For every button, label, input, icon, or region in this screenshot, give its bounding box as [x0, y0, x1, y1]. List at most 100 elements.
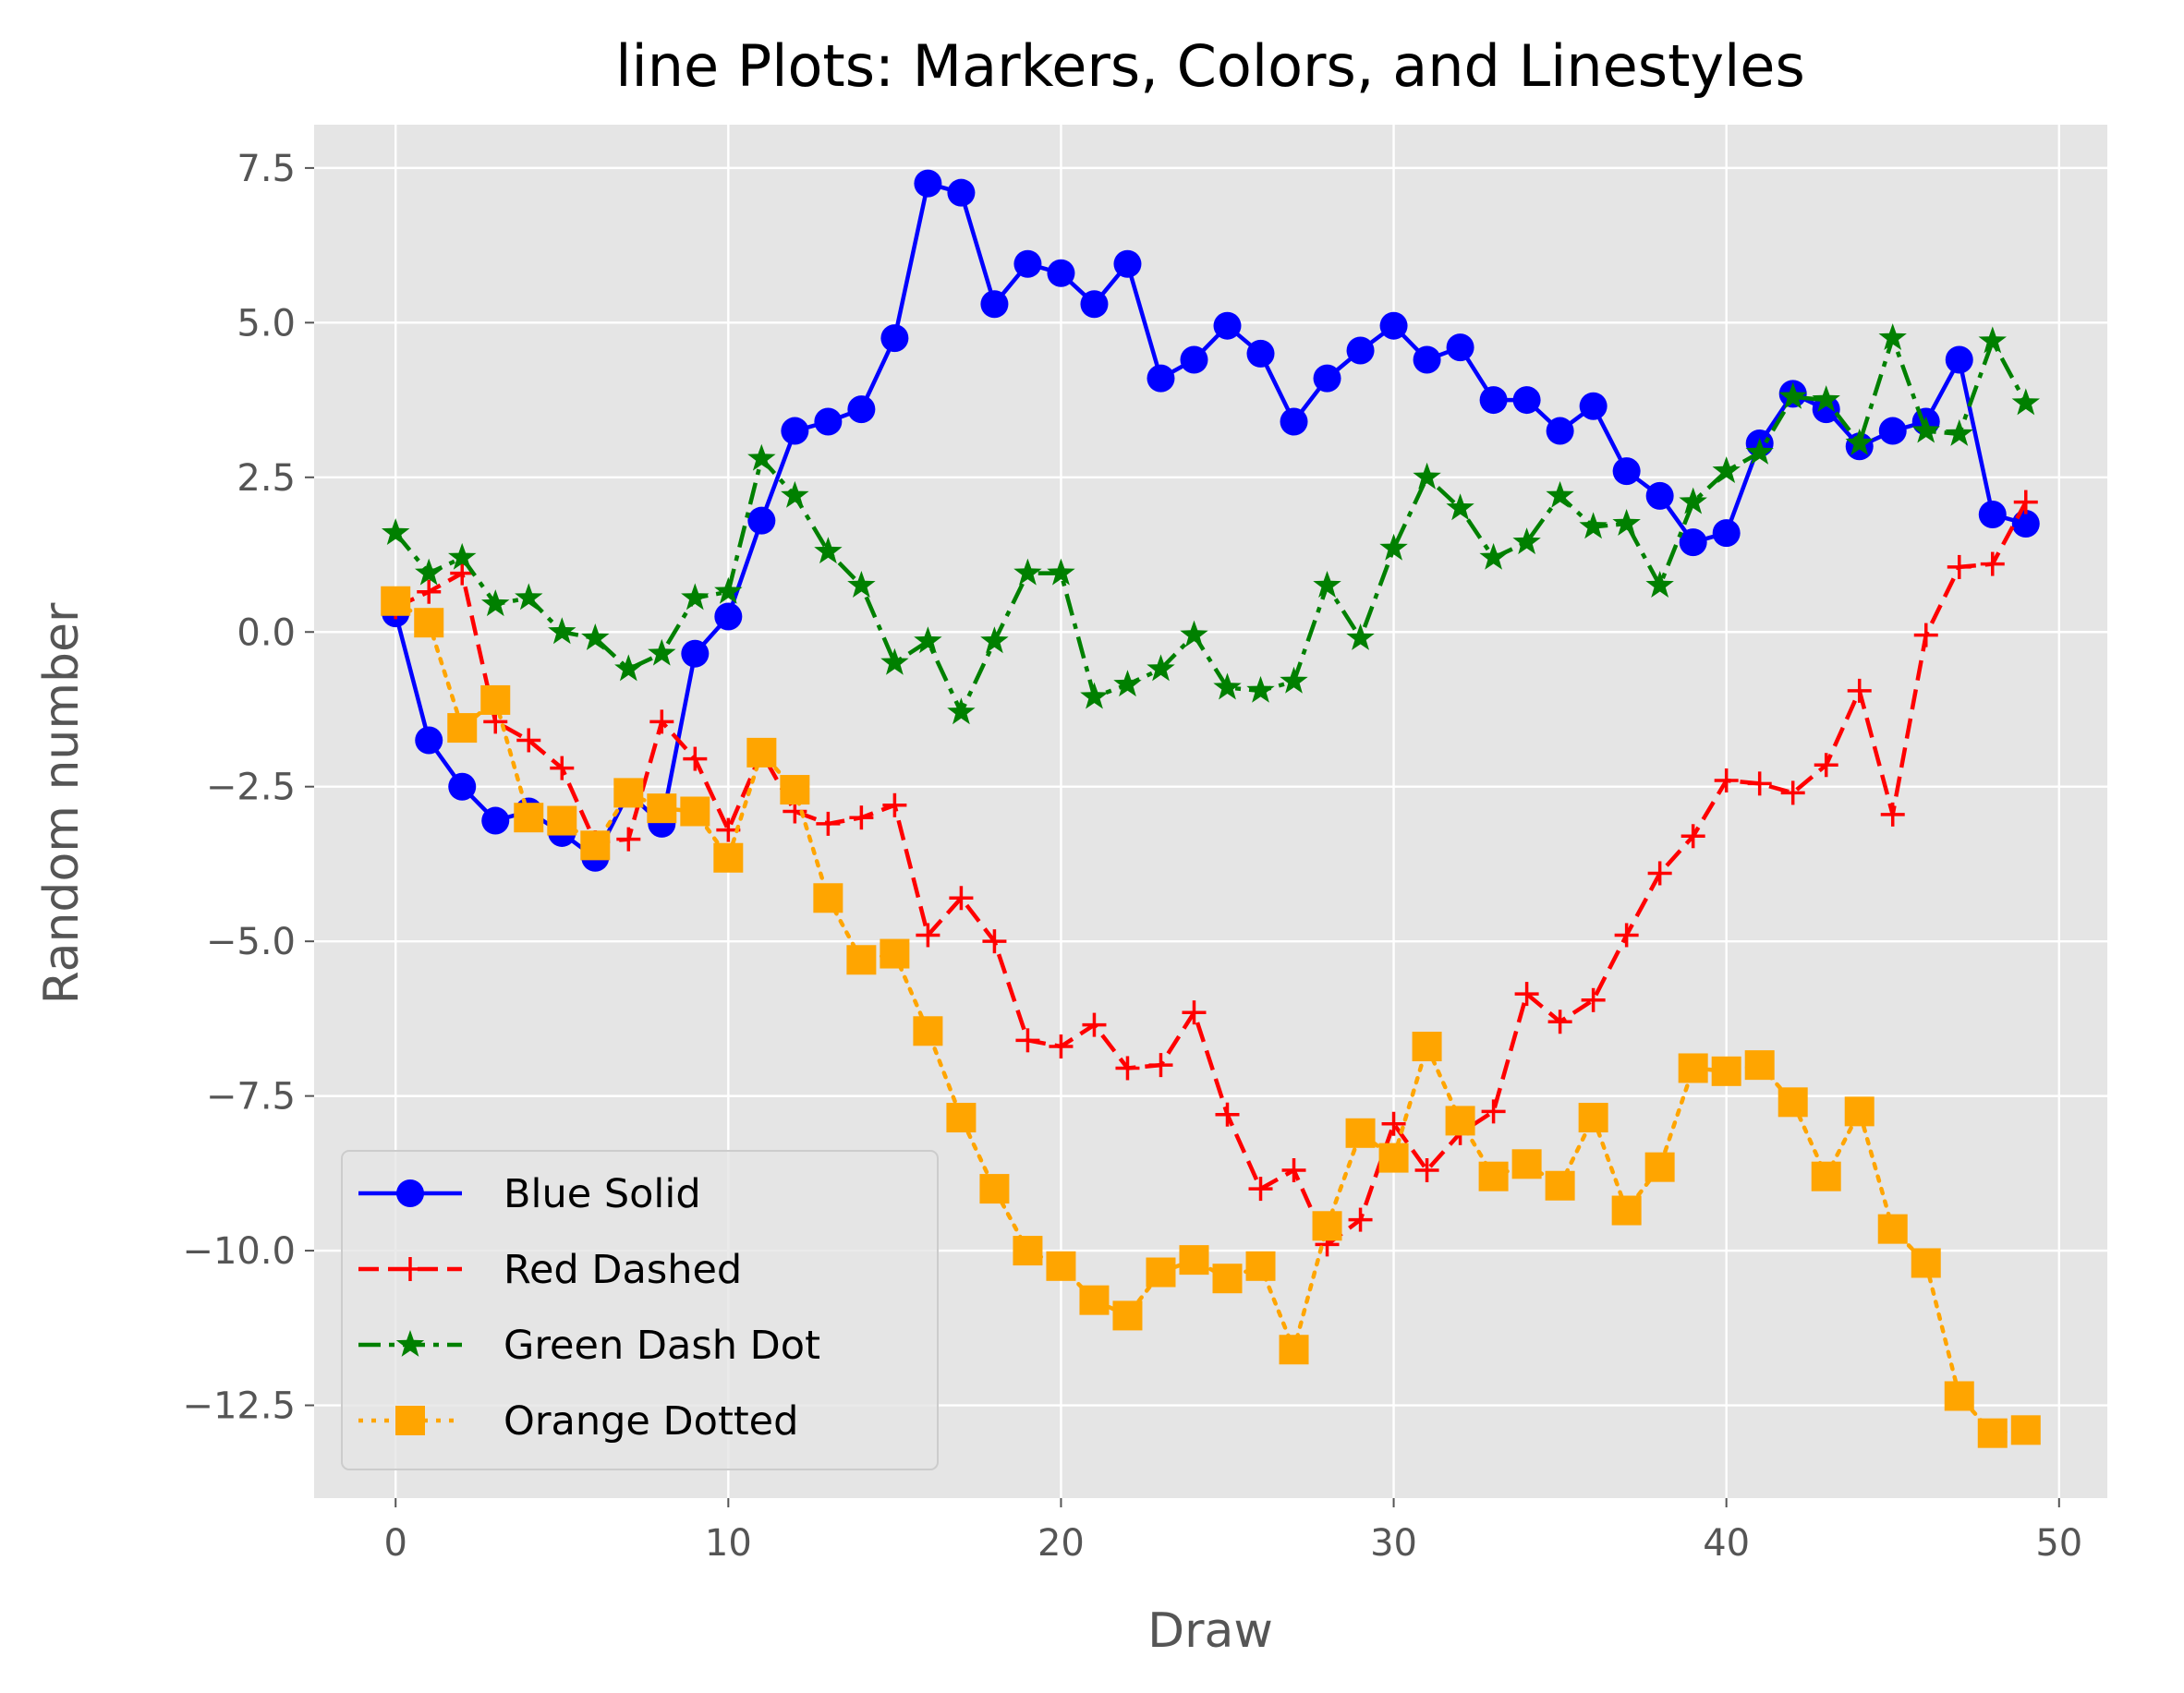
- data-point: [949, 886, 974, 911]
- data-point: [414, 608, 444, 638]
- data-point: [1978, 326, 2007, 354]
- legend-item: Blue Solid: [358, 1171, 701, 1217]
- data-point: [417, 579, 442, 604]
- data-point: [1945, 418, 1973, 446]
- data-point: [913, 1016, 943, 1046]
- y-tick-label: 0.0: [237, 611, 296, 654]
- data-point: [450, 561, 475, 586]
- series-green-dash-dot: [382, 323, 2040, 725]
- data-point: [448, 542, 477, 570]
- data-point: [398, 1257, 422, 1281]
- data-point: [481, 589, 510, 617]
- data-point: [1378, 1143, 1409, 1173]
- data-point: [1046, 1251, 1076, 1281]
- y-tick-label: 5.0: [237, 302, 296, 345]
- data-point: [714, 576, 743, 604]
- data-point: [1847, 678, 1872, 703]
- y-tick-label: −12.5: [182, 1385, 296, 1428]
- data-point: [1245, 1251, 1276, 1281]
- data-point: [847, 571, 876, 598]
- data-point: [1147, 654, 1175, 682]
- data-point: [1147, 364, 1175, 393]
- data-point: [1514, 982, 1539, 1007]
- data-point: [1015, 1028, 1040, 1053]
- data-point: [548, 617, 576, 645]
- data-point: [780, 775, 810, 805]
- data-point: [1679, 528, 1707, 557]
- data-point: [1877, 1214, 1908, 1244]
- data-point: [1913, 623, 1938, 647]
- data-point: [1944, 1381, 1974, 1411]
- data-point: [1413, 462, 1441, 490]
- data-point: [1511, 1149, 1542, 1179]
- data-point: [1013, 1236, 1043, 1266]
- data-point: [1313, 571, 1341, 598]
- data-point: [1080, 290, 1109, 319]
- y-tick-label: −2.5: [206, 767, 296, 809]
- data-point: [1213, 672, 1242, 700]
- data-point: [1778, 1087, 1808, 1118]
- data-point: [980, 290, 1009, 319]
- data-point: [880, 938, 910, 969]
- data-point: [1614, 923, 1639, 948]
- data-point: [1180, 620, 1208, 647]
- data-point: [1744, 1050, 1775, 1081]
- data-point: [1345, 1118, 1376, 1148]
- data-point: [2011, 388, 2040, 416]
- data-point: [1113, 670, 1142, 697]
- data-point: [415, 726, 443, 755]
- data-point: [683, 746, 708, 771]
- y-tick-label: 2.5: [237, 457, 296, 500]
- data-point: [1878, 417, 1907, 445]
- data-point: [1082, 1012, 1107, 1037]
- data-point: [480, 684, 511, 715]
- data-point: [1845, 429, 1874, 455]
- data-point: [880, 324, 909, 353]
- data-point: [1213, 311, 1242, 340]
- data-point: [516, 728, 541, 753]
- data-point: [1182, 1000, 1207, 1025]
- chart-title: line Plots: Markers, Colors, and Linesty…: [615, 32, 1805, 100]
- data-point: [1814, 753, 1838, 778]
- data-point: [1911, 416, 1940, 443]
- x-axis-label: Draw: [1147, 1603, 1273, 1659]
- data-point: [1977, 1418, 2008, 1448]
- data-point: [1381, 1111, 1406, 1136]
- data-point: [947, 697, 976, 725]
- data-point: [647, 793, 677, 824]
- data-point: [813, 883, 843, 913]
- data-point: [746, 737, 777, 768]
- data-point: [1280, 666, 1308, 694]
- data-point: [1712, 456, 1741, 483]
- data-point: [1644, 1152, 1675, 1182]
- data-point: [648, 638, 676, 666]
- data-point: [1980, 551, 2005, 576]
- data-point: [1780, 780, 1805, 805]
- data-point: [1113, 249, 1142, 278]
- data-point: [814, 537, 843, 564]
- data-point: [1612, 509, 1641, 536]
- data-point: [781, 480, 809, 508]
- legend-label: Orange Dotted: [504, 1398, 798, 1445]
- data-point: [1714, 768, 1739, 793]
- data-point: [1578, 1103, 1608, 1133]
- data-point: [550, 756, 575, 780]
- data-point: [982, 929, 1007, 954]
- data-point: [613, 778, 644, 808]
- data-point: [381, 586, 411, 616]
- data-point: [980, 626, 1009, 654]
- data-point: [1313, 364, 1341, 393]
- data-point: [1279, 1335, 1309, 1365]
- data-point: [1678, 1053, 1708, 1083]
- x-axis-ticks: 0 10 20 30 40 50: [384, 1498, 2082, 1565]
- data-point: [1878, 323, 1907, 350]
- data-point: [1547, 1010, 1572, 1034]
- data-point: [1778, 381, 1807, 409]
- data-point: [914, 626, 942, 654]
- data-point: [914, 169, 942, 198]
- data-point: [880, 647, 909, 675]
- data-point: [1947, 554, 1972, 579]
- data-point: [1112, 1300, 1143, 1331]
- data-point: [1612, 457, 1641, 486]
